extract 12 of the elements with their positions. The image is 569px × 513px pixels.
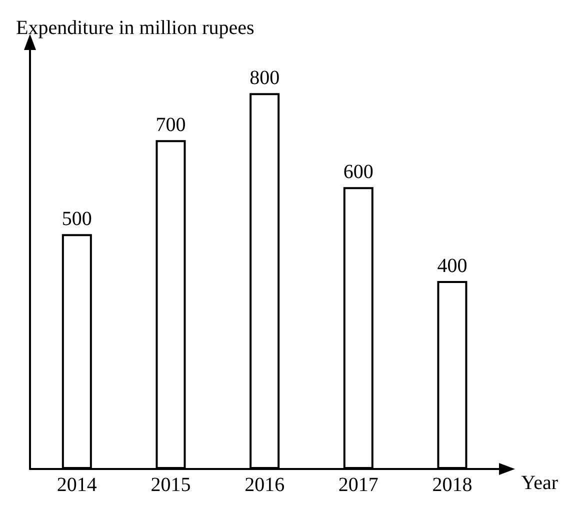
x-tick-label: 2018 <box>432 474 472 496</box>
x-tick-label: 2017 <box>338 474 378 496</box>
x-axis-title: Year <box>521 472 558 494</box>
data-label: 700 <box>156 114 186 136</box>
y-axis-title: Expenditure in million rupees <box>16 17 254 39</box>
data-label: 400 <box>437 255 468 278</box>
x-tick-label: 2015 <box>150 474 191 496</box>
data-label: 500 <box>62 208 92 230</box>
x-tick-label: 2014 <box>56 474 97 496</box>
data-label: 600 <box>343 161 374 184</box>
data-label: 800 <box>250 67 280 90</box>
x-tick-label: 2016 <box>244 474 285 496</box>
